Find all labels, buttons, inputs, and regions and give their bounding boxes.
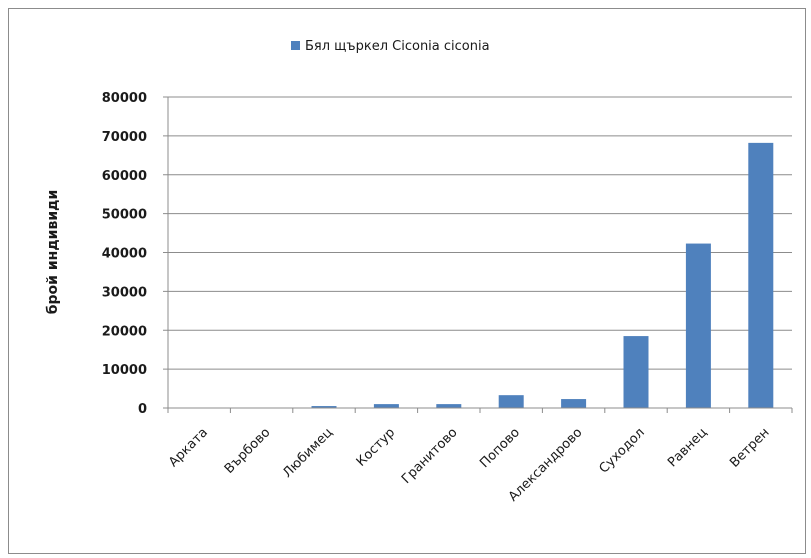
y-tick-label: 50000 bbox=[102, 208, 147, 223]
x-tick-label: Арката bbox=[166, 425, 211, 470]
x-tick-label: Гранитово bbox=[399, 425, 461, 487]
legend-label: Бял щъркел Ciconia ciconia bbox=[305, 39, 490, 54]
x-tick-label: Любимец bbox=[280, 425, 336, 481]
legend: Бял щъркел Ciconia ciconia bbox=[291, 39, 490, 54]
y-axis-title: брой индивиди bbox=[45, 190, 61, 314]
x-tick-labels: Арката Върбово Любимец Костур Гранитово Попов… bbox=[166, 425, 773, 505]
bar bbox=[436, 404, 462, 408]
bar bbox=[623, 336, 649, 408]
y-tick-label: 70000 bbox=[102, 130, 147, 145]
bar bbox=[685, 243, 711, 408]
x-tick-label: Върбово bbox=[222, 425, 274, 477]
bars bbox=[311, 142, 774, 408]
y-tick-label: 40000 bbox=[102, 247, 147, 262]
y-tick-label: 0 bbox=[138, 402, 147, 417]
bar bbox=[373, 404, 399, 408]
x-tick-label: Ветрен bbox=[727, 425, 772, 470]
x-tick-label: Костур bbox=[354, 425, 398, 469]
x-tick-label: Попово bbox=[477, 425, 523, 471]
bar bbox=[498, 395, 524, 408]
axes bbox=[163, 96, 793, 413]
y-tick-label: 30000 bbox=[102, 285, 147, 300]
bar bbox=[311, 406, 337, 408]
y-tick-label: 10000 bbox=[102, 363, 147, 378]
x-tick-label: Суходол bbox=[596, 425, 647, 476]
bar bbox=[748, 142, 774, 408]
y-tick-label: 80000 bbox=[102, 91, 147, 106]
x-tick-label: Равнец bbox=[665, 425, 710, 470]
legend-swatch bbox=[291, 41, 300, 50]
y-tick-labels: 0 10000 20000 30000 40000 50000 60000 70000 8000… bbox=[102, 91, 147, 417]
chart-frame bbox=[8, 8, 806, 554]
bar bbox=[561, 399, 587, 408]
y-tick-label: 60000 bbox=[102, 169, 147, 184]
y-tick-label: 20000 bbox=[102, 324, 147, 339]
